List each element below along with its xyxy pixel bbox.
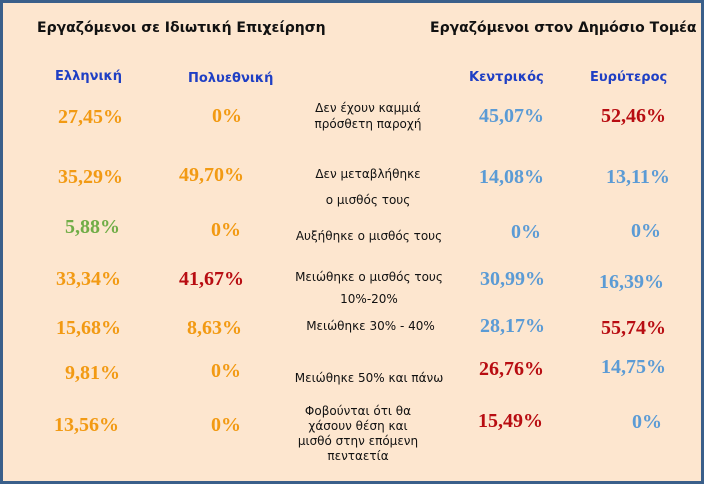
row3-label: Αυξήθηκε ο μισθός τους	[283, 228, 455, 244]
row2-label-line: ο μισθός τους	[325, 193, 411, 207]
row6-wider-value: 14,75%	[601, 356, 666, 378]
row4-label-line: 10%-20%	[340, 292, 398, 306]
column-header-central: Κεντρικός	[469, 70, 544, 85]
row7-greek-value: 13,56%	[54, 414, 119, 436]
row5-wider-value: 55,74%	[601, 317, 666, 339]
column-header-greek: Ελληνική	[55, 69, 122, 84]
row1-label-line: Δεν έχουν καμμιά	[315, 101, 421, 115]
row1-wider-value: 52,46%	[601, 105, 666, 127]
row5-multinational-value: 8,63%	[187, 317, 242, 339]
row7-wider-value: 0%	[632, 411, 662, 433]
row6-label-line: Μειώθηκε 50% και πάνω	[294, 371, 444, 385]
row1-greek-value: 27,45%	[58, 106, 123, 128]
row2-multinational-value: 49,70%	[179, 164, 244, 186]
row4-label: Μειώθηκε ο μισθός τους 10%-20%	[283, 266, 455, 310]
row5-central-value: 28,17%	[480, 315, 545, 337]
row2-greek-value: 35,29%	[58, 166, 123, 188]
row7-label-line: Φοβούνται ότι θα	[304, 404, 412, 418]
row5-greek-value: 15,68%	[56, 317, 121, 339]
row4-wider-value: 16,39%	[599, 271, 664, 293]
row2-label-line: Δεν μεταβλήθηκε	[315, 167, 421, 181]
row5-label: Μειώθηκε 30% - 40%	[288, 318, 453, 334]
row7-label-line: πενταετία	[327, 449, 389, 463]
row3-label-line: Αυξήθηκε ο μισθός τους	[295, 229, 443, 243]
private-sector-title: Εργαζόμενοι σε Ιδιωτική Επιχείρηση	[37, 20, 326, 36]
row1-central-value: 45,07%	[479, 105, 544, 127]
row7-label-line: χάσουν θέση και	[308, 419, 408, 433]
row3-central-value: 0%	[511, 221, 541, 243]
row1-multinational-value: 0%	[212, 105, 242, 127]
row7-label-line: μισθό στην επόμενη	[297, 434, 419, 448]
row2-central-value: 14,08%	[479, 166, 544, 188]
row7-central-value: 15,49%	[478, 410, 543, 432]
row6-label: Μειώθηκε 50% και πάνω	[283, 370, 455, 386]
row4-multinational-value: 41,67%	[179, 268, 244, 290]
row2-wider-value: 13,11%	[606, 166, 670, 188]
row5-label-line: Μειώθηκε 30% - 40%	[306, 319, 435, 333]
row3-wider-value: 0%	[631, 220, 661, 242]
row2-label: Δεν μεταβλήθηκε ο μισθός τους	[293, 161, 443, 213]
row4-central-value: 30,99%	[480, 268, 545, 290]
row7-multinational-value: 0%	[211, 414, 241, 436]
row3-greek-value: 5,88%	[65, 216, 120, 238]
column-header-multinational: Πολυεθνική	[188, 71, 274, 86]
row6-greek-value: 9,81%	[65, 362, 120, 384]
column-header-wider: Ευρύτερος	[590, 70, 668, 85]
row1-label: Δεν έχουν καμμιά πρόσθετη παροχή	[293, 100, 443, 132]
row3-multinational-value: 0%	[211, 219, 241, 241]
row7-label: Φοβούνται ότι θα χάσουν θέση και μισθό σ…	[283, 404, 433, 464]
row6-multinational-value: 0%	[211, 360, 241, 382]
public-sector-title: Εργαζόμενοι στον Δημόσιο Τομέα	[430, 20, 697, 36]
row1-label-line: πρόσθετη παροχή	[314, 117, 422, 131]
row4-greek-value: 33,34%	[56, 268, 121, 290]
row6-central-value: 26,76%	[479, 358, 544, 380]
row4-label-line: Μειώθηκε ο μισθός τους	[295, 270, 443, 284]
